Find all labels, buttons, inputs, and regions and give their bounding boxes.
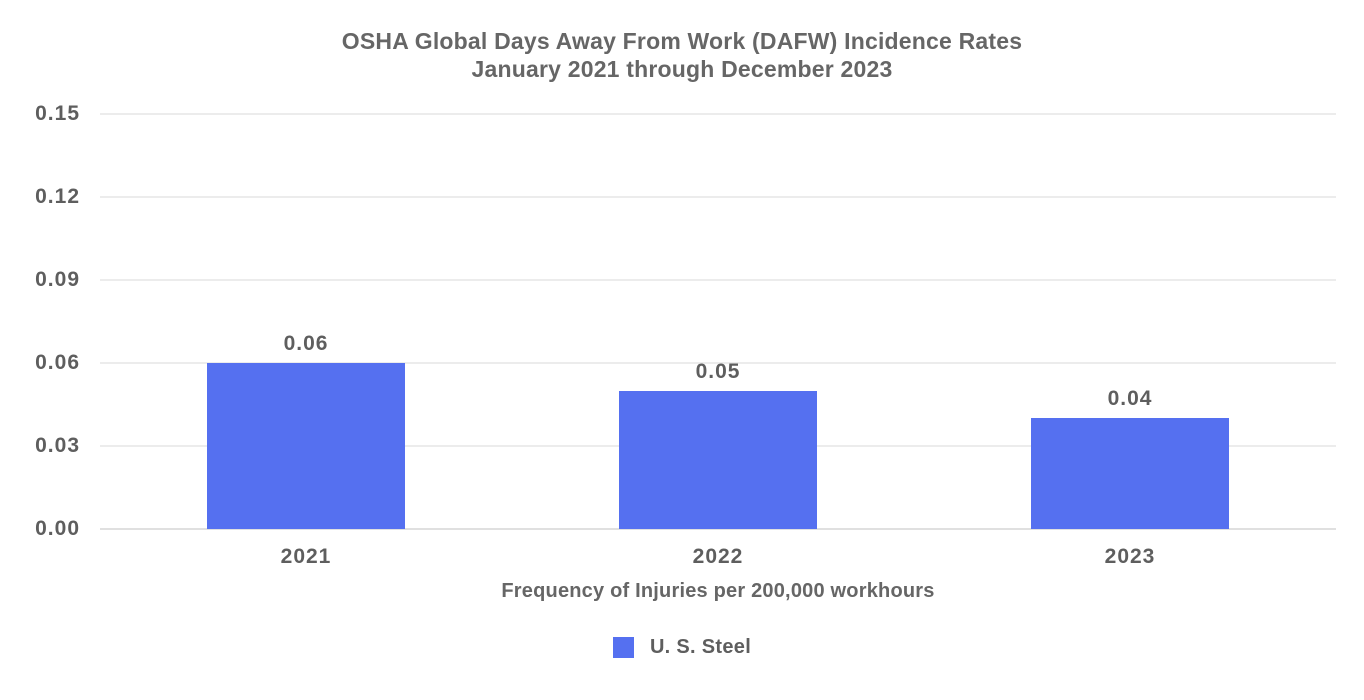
chart-title-line-2: January 2021 through December 2023 — [471, 56, 893, 82]
value-label-2021: 0.06 — [283, 332, 329, 355]
bar-2021[interactable] — [207, 363, 405, 529]
bar-2022[interactable] — [619, 390, 817, 529]
value-label-2022: 0.05 — [695, 359, 741, 383]
chart-legend: U. S. Steel — [0, 636, 1364, 659]
gridline-0.15 — [100, 113, 1336, 115]
gridline-0.00 — [100, 528, 1336, 530]
legend-label: U. S. Steel — [649, 636, 752, 658]
value-label-2023: 0.04 — [1107, 387, 1153, 411]
y-tick-label-0.00: 0.00 — [35, 517, 80, 540]
y-tick-label-0.12: 0.12 — [35, 185, 80, 208]
gridline-0.06 — [100, 362, 1336, 364]
legend-item-us-steel[interactable]: U. S. Steel — [612, 636, 752, 659]
y-axis-tick-labels: 0.15 0.12 0.09 0.06 0.03 0.00 — [0, 103, 80, 540]
bar-2023[interactable] — [1031, 418, 1229, 529]
gridline-0.12 — [100, 196, 1336, 198]
x-tick-label-2021: 2021 — [280, 545, 332, 568]
x-axis-tick-labels: 2021 2022 2023 — [100, 546, 1336, 570]
x-tick-label-2023: 2023 — [1104, 545, 1156, 568]
y-tick-label-0.03: 0.03 — [35, 434, 80, 457]
chart-title-line-1: OSHA Global Days Away From Work (DAFW) I… — [341, 28, 1023, 54]
gridline-0.09 — [100, 279, 1336, 281]
y-tick-label-0.06: 0.06 — [35, 351, 80, 374]
plot-area: 0.06 0.05 0.04 — [100, 113, 1336, 530]
y-tick-label-0.15: 0.15 — [35, 102, 80, 125]
x-axis-title: Frequency of Injuries per 200,000 workho… — [501, 580, 935, 602]
chart-title: OSHA Global Days Away From Work (DAFW) I… — [0, 27, 1364, 83]
y-tick-label-0.09: 0.09 — [35, 268, 80, 291]
legend-color-swatch — [612, 637, 634, 658]
x-tick-label-2022: 2022 — [692, 545, 744, 568]
